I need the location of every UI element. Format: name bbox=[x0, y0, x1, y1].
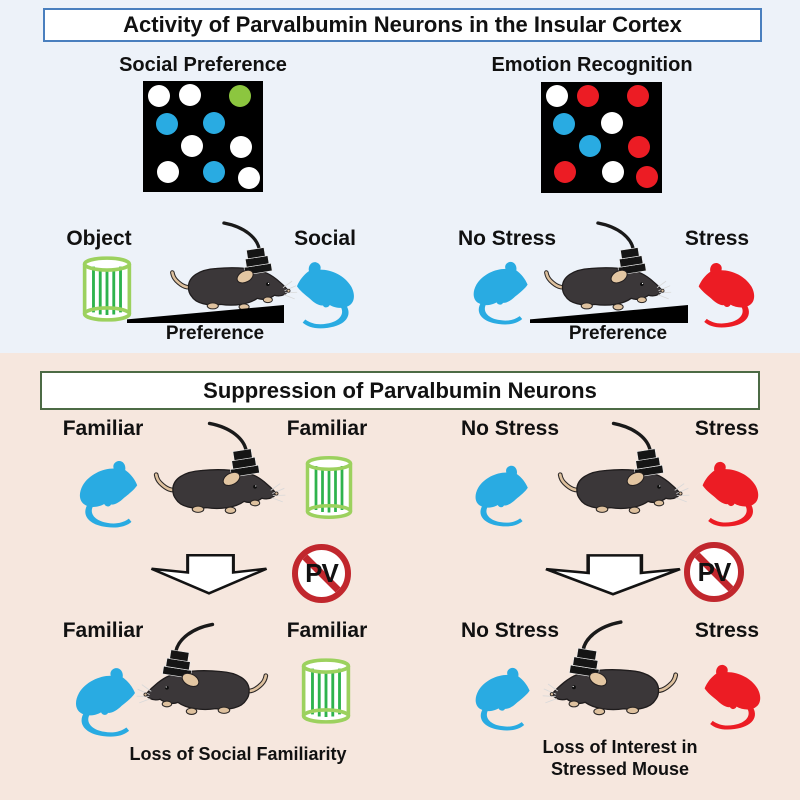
red-dot bbox=[577, 85, 599, 107]
blue-dot bbox=[579, 135, 601, 157]
red-dot bbox=[628, 136, 650, 158]
implant-mouse-icon bbox=[134, 620, 270, 722]
down-arrow-icon bbox=[148, 552, 270, 597]
preference-label-left: Preference bbox=[165, 323, 265, 344]
activity-title-box: Activity of Parvalbumin Neurons in the I… bbox=[43, 8, 762, 42]
stress-label-2: Stress bbox=[694, 619, 760, 642]
implant-mouse-icon bbox=[168, 220, 300, 316]
stress-caption-line1: Loss of Interest in bbox=[542, 737, 698, 757]
stress-red-mouse-icon bbox=[692, 255, 758, 331]
green-dot bbox=[229, 85, 251, 107]
emotion-dot-panel bbox=[541, 82, 662, 193]
white-dot bbox=[602, 161, 624, 183]
white-dot bbox=[601, 112, 623, 134]
pv-prohibition-icon: PV bbox=[684, 542, 744, 602]
stress-label-1: Stress bbox=[694, 417, 760, 440]
implant-mouse-icon bbox=[152, 420, 288, 520]
familiar-label-2: Familiar bbox=[286, 417, 368, 440]
implant-mouse-icon bbox=[540, 618, 680, 722]
activity-title: Activity of Parvalbumin Neurons in the I… bbox=[123, 12, 682, 37]
implant-mouse-icon bbox=[556, 420, 692, 520]
white-dot bbox=[179, 84, 201, 106]
blue-dot bbox=[553, 113, 575, 135]
red-dot bbox=[636, 166, 658, 188]
no-stress-label-top: No Stress bbox=[457, 227, 557, 250]
blue-dot bbox=[203, 112, 225, 134]
familiar-blue-mouse-icon bbox=[72, 658, 142, 742]
social-blue-mouse-icon bbox=[290, 254, 358, 332]
white-dot bbox=[546, 85, 568, 107]
suppression-title-box: Suppression of Parvalbumin Neurons bbox=[40, 371, 760, 410]
object-label: Object bbox=[66, 227, 132, 250]
down-arrow-icon bbox=[542, 552, 684, 598]
no-stress-blue-mouse-icon bbox=[472, 658, 536, 736]
white-dot bbox=[238, 167, 260, 189]
familiar-label-4: Familiar bbox=[286, 619, 368, 642]
pv-prohibition-icon: PV bbox=[292, 544, 351, 603]
familiar-cage-icon bbox=[304, 456, 354, 519]
no-stress-label-2: No Stress bbox=[460, 619, 560, 642]
red-dot bbox=[554, 161, 576, 183]
stress-red-mouse-icon bbox=[696, 452, 762, 532]
stress-label-top: Stress bbox=[684, 227, 750, 250]
familiar-label-3: Familiar bbox=[62, 619, 144, 642]
white-dot bbox=[230, 136, 252, 158]
stress-red-mouse-icon bbox=[698, 654, 764, 736]
preference-label-right: Preference bbox=[568, 323, 668, 344]
pv-label: PV bbox=[305, 558, 339, 588]
social-caption: Loss of Social Familiarity bbox=[129, 744, 347, 764]
social-preference-heading: Social Preference bbox=[119, 54, 287, 76]
white-dot bbox=[148, 85, 170, 107]
social-dot-panel bbox=[143, 81, 263, 192]
blue-dot bbox=[156, 113, 178, 135]
implant-mouse-icon bbox=[542, 220, 674, 316]
activity-section: Activity of Parvalbumin Neurons in the I… bbox=[0, 0, 800, 353]
preference-ramp-icon bbox=[127, 305, 284, 323]
no-stress-blue-mouse-icon bbox=[472, 456, 534, 532]
suppression-title: Suppression of Parvalbumin Neurons bbox=[203, 377, 597, 403]
social-label: Social bbox=[294, 227, 356, 250]
familiar-cage-icon bbox=[300, 658, 352, 724]
familiar-blue-mouse-icon bbox=[76, 452, 144, 532]
white-dot bbox=[181, 135, 203, 157]
pv-label: PV bbox=[697, 556, 732, 587]
preference-ramp-icon bbox=[530, 305, 688, 323]
blue-dot bbox=[203, 161, 225, 183]
no-stress-blue-mouse-icon bbox=[470, 254, 534, 328]
no-stress-label-1: No Stress bbox=[460, 417, 560, 440]
object-cage-icon bbox=[81, 256, 133, 322]
suppression-section: Suppression of Parvalbumin Neurons Famil… bbox=[0, 353, 800, 800]
red-dot bbox=[627, 85, 649, 107]
familiar-label-1: Familiar bbox=[62, 417, 144, 440]
stress-caption-line2: Stressed Mouse bbox=[550, 759, 690, 779]
emotion-recognition-heading: Emotion Recognition bbox=[491, 54, 693, 76]
white-dot bbox=[157, 161, 179, 183]
